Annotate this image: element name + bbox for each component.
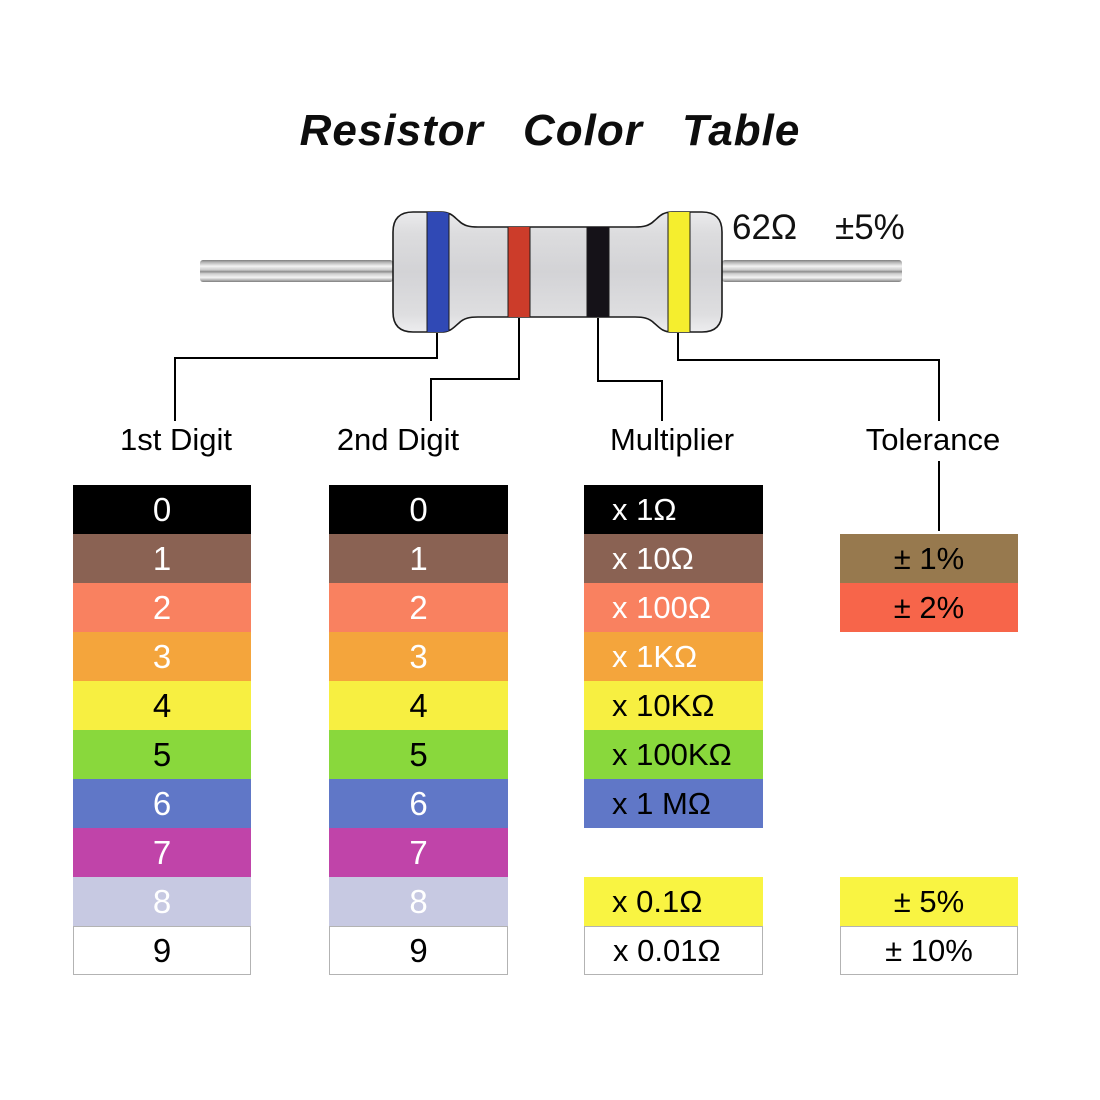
color-cell: ± 1% [840,534,1018,583]
resistor-band-2-red [507,212,531,332]
column-header-multiplier: Multiplier [609,422,735,457]
column-header-2nd-digit: 2nd Digit [336,422,460,457]
color-cell: 6 [73,779,251,828]
color-cell: x 0.1Ω [584,877,763,926]
color-cell: 1 [329,534,508,583]
color-cell: x 10KΩ [584,681,763,730]
color-cell: 8 [73,877,251,926]
column-header-1st-digit: 1st Digit [120,422,232,457]
color-cell: ± 2% [840,583,1018,632]
column-multiplier: x 1Ω x 10Ω x 100Ω x 1KΩ x 10KΩ x 100KΩ x 1 MΩ x… [584,485,763,975]
callout-line-band4 [938,359,940,421]
color-cell: 5 [73,730,251,779]
column-header-tolerance: Tolerance [865,422,1001,457]
color-cell: 3 [73,632,251,681]
callout-line-band3 [597,380,663,382]
color-cell: x 100Ω [584,583,763,632]
column-tolerance: ± 1% ± 2% ± 5% ± 10% [840,485,1018,975]
color-cell: 2 [329,583,508,632]
color-cell: 3 [329,632,508,681]
color-cell: 0 [73,485,251,534]
color-cell: 0 [329,485,508,534]
color-cell: 5 [329,730,508,779]
resistance-tolerance-label: ±5% [835,208,905,247]
color-cell: 2 [73,583,251,632]
resistor-illustration [200,211,902,333]
callout-line-tolerance-table [938,461,940,531]
callout-line-band2 [518,318,520,380]
resistor-band-1-blue [426,212,450,332]
color-cell: x 1KΩ [584,632,763,681]
resistance-value-label: 62Ω [732,208,798,247]
resistor-lead-left [200,260,393,282]
color-cell: 7 [73,828,251,877]
color-cell: 9 [329,926,508,975]
callout-line-band1 [436,333,438,359]
color-cell: 7 [329,828,508,877]
color-cell: 6 [329,779,508,828]
callout-line-band1 [174,357,438,359]
color-cell: x 1Ω [584,485,763,534]
color-cell: 8 [329,877,508,926]
callout-line-band4 [677,333,679,361]
color-cell: 4 [329,681,508,730]
callout-line-band1 [174,357,176,421]
color-cell: 1 [73,534,251,583]
color-cell: ± 10% [840,926,1018,975]
callout-line-band4 [677,359,940,361]
color-cell: 9 [73,926,251,975]
page-title: Resistor Color Table [299,106,801,155]
callout-line-band3 [597,318,599,382]
color-cell: x 1 MΩ [584,779,763,828]
color-cell: ± 5% [840,877,1018,926]
callout-line-band2 [430,378,520,380]
callout-line-band3 [661,380,663,421]
color-cell: 4 [73,681,251,730]
resistor-band-4-yellow [667,212,691,332]
resistor-band-3-black [586,212,610,332]
resistor-lead-right [722,260,902,282]
color-cell: x 100KΩ [584,730,763,779]
color-cell: x 0.01Ω [584,926,763,975]
color-cell: x 10Ω [584,534,763,583]
callout-line-band2 [430,378,432,421]
